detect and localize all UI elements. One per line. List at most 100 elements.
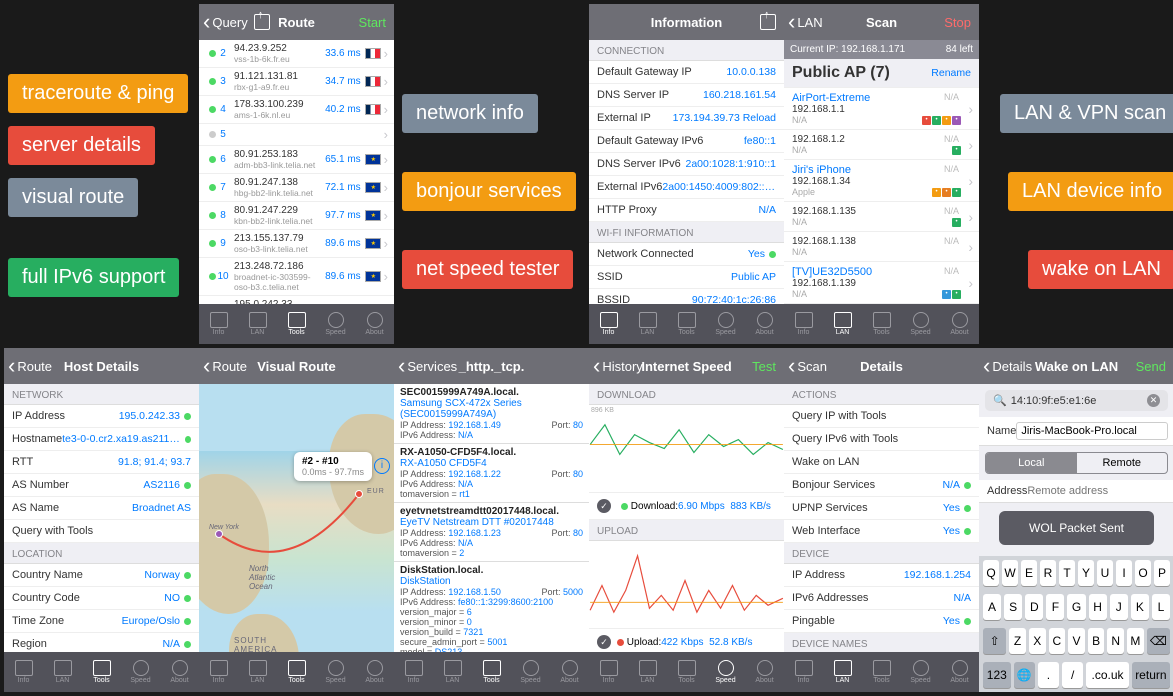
detail-row[interactable]: IP Address195.0.242.33 [4,405,199,428]
key[interactable]: Y [1078,560,1094,586]
key[interactable]: N [1107,628,1124,654]
lan-device[interactable]: [TV]UE32D5500192.168.1.139N/AN/A•• [784,262,979,304]
hop-row[interactable]: 880.91.247.229kbn-bb2-link.telia.net97.7… [199,202,394,230]
hop-row[interactable]: 10213.248.72.186broadnet-ic-303599-oso-b… [199,258,394,296]
detail-row[interactable]: Web InterfaceYes [784,520,979,543]
back-button[interactable]: Route [4,355,52,377]
lan-device[interactable]: 192.168.1.138N/AN/A [784,232,979,262]
detail-row[interactable]: AS NameBroadnet AS [4,497,199,520]
key[interactable]: W [1002,560,1018,586]
hop-row[interactable]: 11195.0.242.33te3-0-0.cr2.xa19.as2116.ne… [199,296,394,304]
tab-tools[interactable]: Tools [862,652,901,692]
detail-row[interactable]: Time ZoneEurope/Oslo [4,610,199,633]
clear-icon[interactable]: ✕ [1147,394,1160,407]
tab-lan[interactable]: LAN [823,652,862,692]
tab-info[interactable]: Info [589,304,628,344]
tab-about[interactable]: About [940,652,979,692]
key[interactable]: M [1127,628,1144,654]
detail-row[interactable]: IP Address192.168.1.254 [784,564,979,587]
tab-about[interactable]: About [355,304,394,344]
detail-row[interactable]: Bonjour ServicesN/A [784,474,979,497]
tab-info[interactable]: Info [4,652,43,692]
key[interactable]: Z [1009,628,1026,654]
start-button[interactable]: Start [359,15,394,30]
send-button[interactable]: Send [1136,359,1173,374]
tab-speed[interactable]: Speed [901,652,940,692]
tab-info[interactable]: Info [199,652,238,692]
tab-speed[interactable]: Speed [121,652,160,692]
key[interactable]: 🌐 [1014,662,1035,688]
addr-input[interactable] [1027,485,1169,497]
key[interactable]: H [1089,594,1107,620]
tab-speed[interactable]: Speed [706,652,745,692]
tab-tools[interactable]: Tools [277,304,316,344]
key[interactable]: L [1152,594,1170,620]
tab-tools[interactable]: Tools [667,304,706,344]
hop-row[interactable]: 780.91.247.138hbg-bb2-link.telia.net72.1… [199,174,394,202]
back-button[interactable]: Services [394,355,457,377]
key[interactable]: K [1131,594,1149,620]
key[interactable]: A [983,594,1001,620]
key[interactable]: C [1049,628,1066,654]
key[interactable]: . [1038,662,1059,688]
name-input[interactable] [1016,422,1168,440]
key-shift[interactable]: ⇧ [983,628,1006,654]
tab-about[interactable]: About [745,304,784,344]
tab-lan[interactable]: LAN [43,652,82,692]
detail-row[interactable]: External IP173.194.39.73 Reload [589,107,784,130]
tab-about[interactable]: About [355,652,394,692]
detail-row[interactable]: Wake on LAN [784,451,979,474]
back-button[interactable]: Query [199,11,248,33]
detail-row[interactable]: External IPv62a00:1450:4009:802::200e Re… [589,176,784,199]
key[interactable]: G [1067,594,1085,620]
tab-speed[interactable]: Speed [511,652,550,692]
key[interactable]: D [1025,594,1043,620]
detail-row[interactable]: DNS Server IP160.218.161.54 [589,84,784,107]
seg-local[interactable]: Local [986,453,1077,473]
back-button[interactable]: Scan [784,355,827,377]
bonjour-service[interactable]: SEC0015999A749A.local.Samsung SCX-472x S… [394,384,589,444]
tab-info[interactable]: Info [784,304,823,344]
key[interactable]: / [1062,662,1083,688]
key[interactable]: X [1029,628,1046,654]
tab-speed[interactable]: Speed [901,304,940,344]
detail-row[interactable]: UPNP ServicesYes [784,497,979,520]
tab-info[interactable]: Info [784,652,823,692]
tab-info[interactable]: Info [589,652,628,692]
key[interactable]: Q [983,560,999,586]
key[interactable]: P [1154,560,1170,586]
lan-device[interactable]: 192.168.1.2N/AN/A• [784,130,979,160]
key[interactable]: O [1135,560,1151,586]
detail-row[interactable]: DNS Server IPv62a00:1028:1:910::1 [589,153,784,176]
key[interactable]: R [1040,560,1056,586]
bonjour-service[interactable]: RX-A1050-CFD5F4.local.RX-A1050 CFD5F4IP … [394,444,589,503]
key[interactable]: F [1046,594,1064,620]
back-button[interactable]: Route [199,355,247,377]
key[interactable]: V [1068,628,1085,654]
seg-remote[interactable]: Remote [1077,453,1168,473]
tab-info[interactable]: Info [199,304,238,344]
tab-lan[interactable]: LAN [238,652,277,692]
tab-about[interactable]: About [550,652,589,692]
detail-row[interactable]: RTT91.8; 91.4; 93.7 [4,451,199,474]
key[interactable]: I [1116,560,1132,586]
back-button[interactable]: LAN [784,11,823,33]
hop-row[interactable]: 9213.155.137.79oso-b3-link.telia.net89.6… [199,230,394,258]
tab-about[interactable]: About [745,652,784,692]
tab-speed[interactable]: Speed [706,304,745,344]
key[interactable]: T [1059,560,1075,586]
hop-row[interactable]: 680.91.253.183adm-bb3-link.telia.net65.1… [199,146,394,174]
tab-about[interactable]: About [160,652,199,692]
detail-row[interactable]: Country NameNorway [4,564,199,587]
back-button[interactable]: History [589,355,643,377]
lan-device[interactable]: 192.168.1.135N/AN/A• [784,202,979,232]
tab-lan[interactable]: LAN [628,304,667,344]
detail-row[interactable]: Query with Tools [4,520,199,543]
rename-button[interactable]: Rename [931,67,971,79]
tab-tools[interactable]: Tools [862,304,901,344]
detail-row[interactable]: BSSID90:72:40:1c:26:86 [589,289,784,304]
detail-row[interactable]: IPv6 AddressesN/A [784,587,979,610]
mode-segment[interactable]: Local Remote [985,452,1168,474]
detail-row[interactable]: Query IPv6 with Tools [784,428,979,451]
back-button[interactable]: Details [979,355,1032,377]
